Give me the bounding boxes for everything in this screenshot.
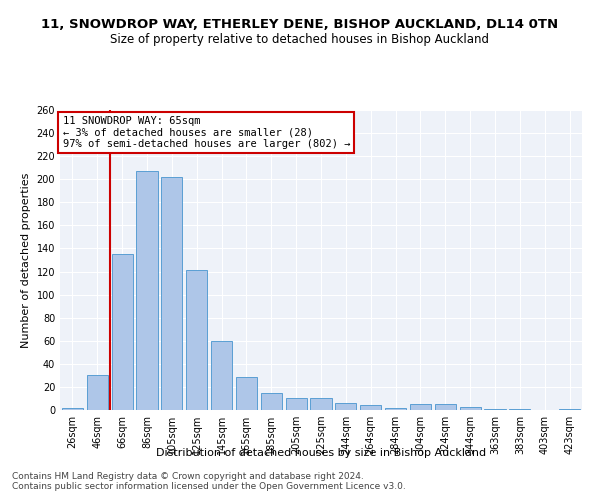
Bar bbox=[136, 171, 158, 410]
Y-axis label: Number of detached properties: Number of detached properties bbox=[21, 172, 31, 348]
Bar bbox=[460, 406, 481, 410]
Text: Contains public sector information licensed under the Open Government Licence v3: Contains public sector information licen… bbox=[12, 482, 406, 491]
Bar bbox=[360, 406, 381, 410]
Bar bbox=[385, 408, 406, 410]
Bar bbox=[335, 403, 356, 410]
Bar bbox=[62, 408, 83, 410]
Text: Size of property relative to detached houses in Bishop Auckland: Size of property relative to detached ho… bbox=[110, 32, 490, 46]
Bar bbox=[509, 409, 530, 410]
Bar bbox=[211, 341, 232, 410]
Bar bbox=[310, 398, 332, 410]
Bar bbox=[236, 376, 257, 410]
Bar bbox=[87, 376, 108, 410]
Bar bbox=[161, 177, 182, 410]
Bar bbox=[186, 270, 207, 410]
Bar bbox=[435, 404, 456, 410]
Text: Distribution of detached houses by size in Bishop Auckland: Distribution of detached houses by size … bbox=[156, 448, 486, 458]
Text: 11, SNOWDROP WAY, ETHERLEY DENE, BISHOP AUCKLAND, DL14 0TN: 11, SNOWDROP WAY, ETHERLEY DENE, BISHOP … bbox=[41, 18, 559, 30]
Text: 11 SNOWDROP WAY: 65sqm
← 3% of detached houses are smaller (28)
97% of semi-deta: 11 SNOWDROP WAY: 65sqm ← 3% of detached … bbox=[62, 116, 350, 149]
Text: Contains HM Land Registry data © Crown copyright and database right 2024.: Contains HM Land Registry data © Crown c… bbox=[12, 472, 364, 481]
Bar bbox=[410, 404, 431, 410]
Bar bbox=[559, 409, 580, 410]
Bar bbox=[261, 392, 282, 410]
Bar bbox=[112, 254, 133, 410]
Bar bbox=[286, 398, 307, 410]
Bar bbox=[484, 409, 506, 410]
